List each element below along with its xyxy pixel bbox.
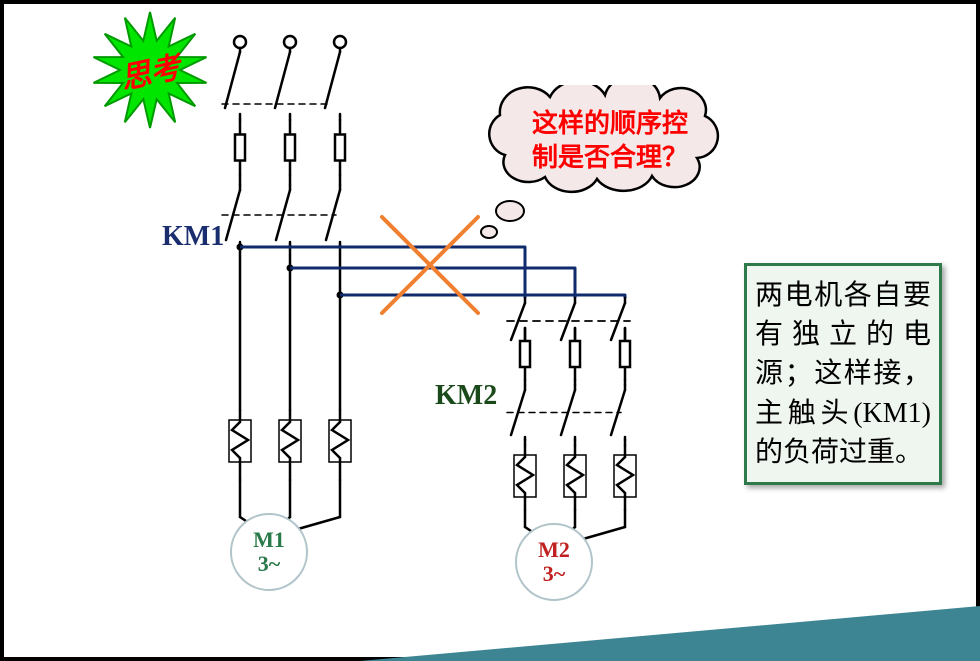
thought-trail-icon xyxy=(495,200,525,222)
motor-m2: M2 3~ xyxy=(515,523,593,601)
label-km2: KM2 xyxy=(435,380,497,412)
thought-bubble: 这样的顺序控制是否合理？ xyxy=(465,85,740,205)
label-km1: KM1 xyxy=(162,221,224,253)
motor-m1: M1 3~ xyxy=(230,513,308,591)
think-starburst: 思考 xyxy=(85,10,215,130)
thought-trail-icon xyxy=(480,225,498,239)
explanation-box: 两电机各自要有独立的电源；这样接，主触头(KM1)的负荷过重。 xyxy=(744,263,942,485)
thought-text: 这样的顺序控制是否合理？ xyxy=(505,107,715,175)
